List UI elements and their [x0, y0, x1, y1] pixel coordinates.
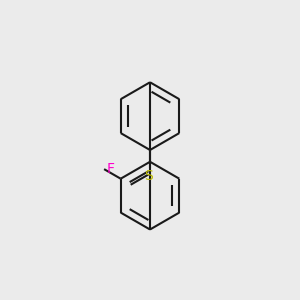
Text: F: F [106, 162, 115, 176]
Text: S: S [144, 169, 153, 183]
